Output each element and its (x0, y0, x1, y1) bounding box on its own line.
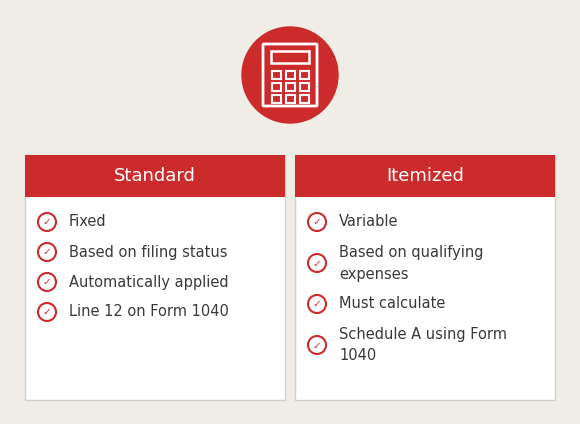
Text: ✓: ✓ (42, 218, 52, 228)
Circle shape (242, 27, 338, 123)
Text: ✓: ✓ (313, 340, 321, 351)
Text: 1040: 1040 (339, 349, 376, 363)
FancyBboxPatch shape (25, 155, 285, 197)
Text: Must calculate: Must calculate (339, 296, 445, 312)
Text: Line 12 on Form 1040: Line 12 on Form 1040 (69, 304, 229, 320)
Circle shape (38, 303, 56, 321)
Text: Variable: Variable (339, 215, 398, 229)
Text: Based on filing status: Based on filing status (69, 245, 227, 259)
Text: Itemized: Itemized (386, 167, 464, 185)
Text: Standard: Standard (114, 167, 196, 185)
Circle shape (308, 254, 326, 272)
Circle shape (308, 213, 326, 231)
Text: Based on qualifying: Based on qualifying (339, 245, 484, 259)
Circle shape (308, 295, 326, 313)
Text: ✓: ✓ (42, 277, 52, 287)
FancyBboxPatch shape (295, 155, 555, 197)
Circle shape (308, 336, 326, 354)
Circle shape (38, 243, 56, 261)
Text: ✓: ✓ (313, 218, 321, 228)
FancyBboxPatch shape (25, 155, 285, 400)
Text: Schedule A using Form: Schedule A using Form (339, 326, 507, 341)
Text: expenses: expenses (339, 267, 408, 282)
Circle shape (38, 213, 56, 231)
Text: ✓: ✓ (42, 248, 52, 257)
Circle shape (38, 273, 56, 291)
Text: ✓: ✓ (313, 259, 321, 268)
Text: ✓: ✓ (313, 299, 321, 310)
Text: Automatically applied: Automatically applied (69, 274, 229, 290)
Text: ✓: ✓ (42, 307, 52, 318)
FancyBboxPatch shape (295, 155, 555, 400)
Text: Fixed: Fixed (69, 215, 107, 229)
